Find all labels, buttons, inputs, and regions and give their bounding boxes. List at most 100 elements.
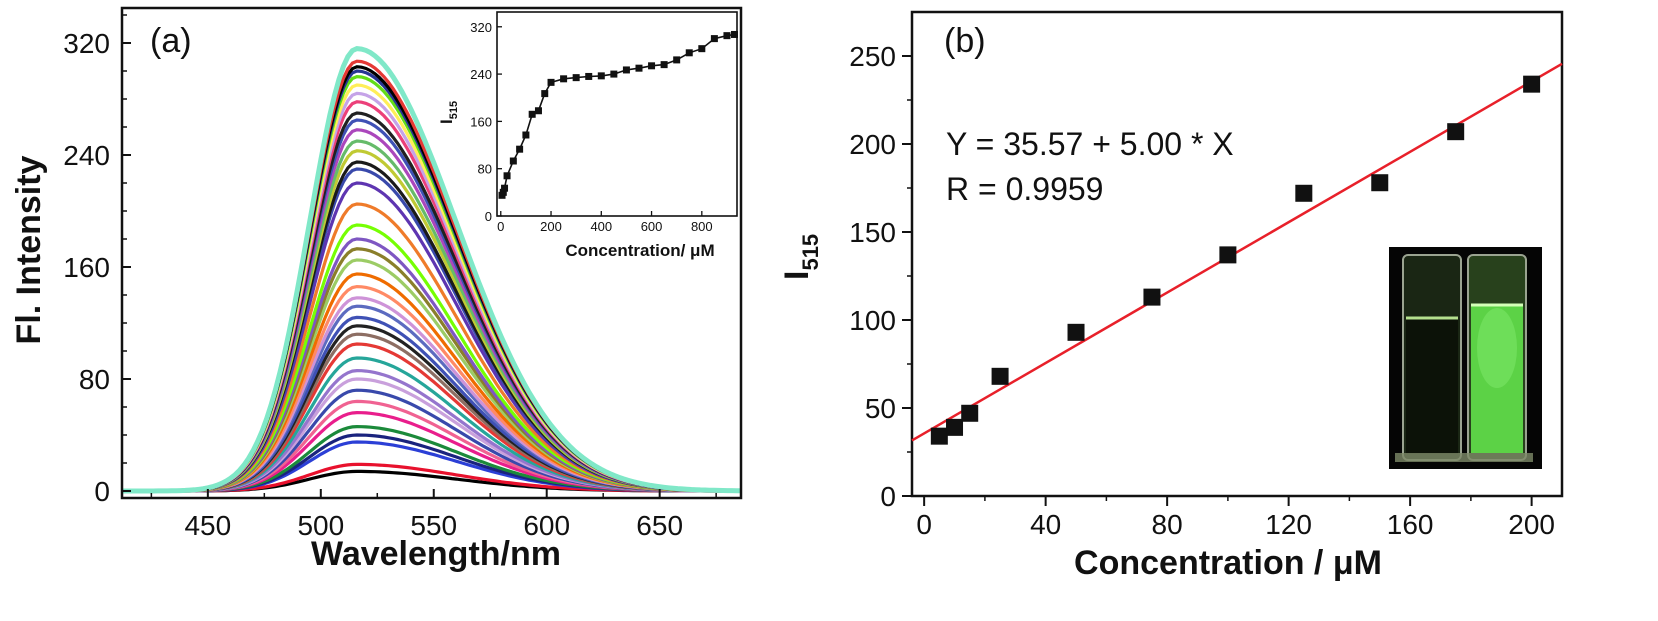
cuvette-photo bbox=[1389, 247, 1542, 469]
panel-b-y-tick-label: 200 bbox=[849, 129, 896, 160]
inset-x-axis-title: Concentration/ μM bbox=[565, 241, 714, 260]
panel-b-x-tick-label: 200 bbox=[1508, 509, 1555, 540]
inset-y-title-sub: 515 bbox=[448, 101, 460, 119]
inset-line bbox=[501, 33, 735, 196]
inset-y-tick-label: 0 bbox=[485, 209, 492, 224]
panel-a-label: (a) bbox=[150, 22, 192, 60]
inset-marker bbox=[572, 74, 580, 82]
inset-marker bbox=[509, 157, 517, 165]
inset-x-tick-label: 800 bbox=[691, 219, 713, 234]
emission-curve-s5 bbox=[122, 424, 741, 493]
panel-b-frame bbox=[910, 10, 1564, 498]
inset-marker bbox=[516, 145, 524, 153]
panel-a: 450 500 550 600 650 0 80 160 240 320 (a) Waveleng… bbox=[10, 6, 743, 573]
inset-marker bbox=[501, 184, 509, 192]
panel-b-x-axis-title: Concentration / μM bbox=[1074, 544, 1382, 582]
panel-b-x-tick-label: 80 bbox=[1152, 509, 1183, 540]
panel-a-y-tick-label: 320 bbox=[63, 28, 110, 59]
inset-ticks: 0 200 400 600 800 0 80 160 240 320 bbox=[470, 20, 712, 234]
emission-curve-s40 bbox=[122, 46, 741, 494]
emission-curve-s36 bbox=[122, 74, 742, 493]
inset-marker bbox=[499, 188, 507, 196]
panel-b-label: (b) bbox=[944, 22, 986, 60]
inset-marker bbox=[673, 56, 681, 64]
panel-b-y-title-main: I bbox=[778, 271, 816, 280]
cuvette-right-highlight bbox=[1477, 308, 1517, 388]
fit-equation: Y = 35.57 + 5.00 * X bbox=[946, 126, 1234, 162]
svg-text:I515: I515 bbox=[778, 234, 823, 280]
emission-curve-s38 bbox=[122, 65, 742, 493]
inset-y-axis-title: I515 bbox=[437, 101, 460, 124]
panel-b-y-tick-label: 250 bbox=[849, 41, 896, 72]
scatter-marker bbox=[1523, 75, 1541, 93]
inset-marker bbox=[723, 32, 731, 40]
inset-marker bbox=[547, 78, 555, 86]
panel-a-x-tick-label: 450 bbox=[184, 510, 231, 541]
panel-a-y-tick-label: 0 bbox=[94, 476, 110, 507]
panel-b-x-tick-label: 40 bbox=[1030, 509, 1061, 540]
panel-b-y-title-sub: 515 bbox=[798, 234, 823, 271]
inset-marker bbox=[522, 131, 530, 139]
inset-marker bbox=[610, 70, 618, 78]
scatter-marker bbox=[1295, 184, 1313, 202]
inset-marker bbox=[698, 45, 706, 53]
panel-a-y-tick-label: 80 bbox=[79, 364, 110, 395]
inset-marker bbox=[585, 72, 593, 80]
scatter-marker bbox=[1067, 323, 1085, 341]
scatter-marker bbox=[1143, 288, 1161, 306]
svg-text:I515: I515 bbox=[437, 101, 460, 124]
scatter-marker bbox=[1447, 123, 1465, 141]
scatter-marker bbox=[991, 367, 1009, 385]
inset-marker bbox=[730, 30, 738, 38]
emission-curve-s9 bbox=[122, 377, 741, 493]
inset-x-tick-label: 600 bbox=[641, 219, 663, 234]
fit-r-value: R = 0.9959 bbox=[946, 171, 1103, 207]
scatter-marker bbox=[1219, 246, 1237, 264]
panel-b-x-tick-label: 0 bbox=[916, 509, 932, 540]
inset-marker bbox=[635, 64, 643, 72]
scatter-marker bbox=[930, 427, 948, 445]
inset-marker bbox=[622, 66, 630, 74]
panel-b: 0 40 80 120 160 200 0 50 100 150 200 250 (b) Y = 35… bbox=[778, 10, 1564, 582]
inset-x-tick-label: 0 bbox=[497, 219, 504, 234]
inset-marker bbox=[534, 107, 542, 115]
scatter-marker bbox=[1371, 174, 1389, 192]
inset-y-tick-label: 80 bbox=[478, 162, 492, 177]
panel-b-y-tick-label: 100 bbox=[849, 305, 896, 336]
inset-frame bbox=[496, 11, 738, 217]
inset-y-title-main: I bbox=[437, 119, 456, 124]
emission-curve-s28 bbox=[122, 149, 741, 493]
inset-marker bbox=[528, 110, 536, 118]
scatter-marker bbox=[946, 418, 964, 436]
inset-marker bbox=[541, 90, 549, 98]
inset-marker bbox=[560, 75, 568, 83]
panel-a-x-tick-label: 550 bbox=[410, 510, 457, 541]
scatter-markers bbox=[930, 75, 1541, 445]
panel-b-y-tick-label: 50 bbox=[865, 393, 896, 424]
panel-b-y-axis-title: I515 bbox=[778, 234, 823, 280]
panel-b-y-tick-label: 150 bbox=[849, 217, 896, 248]
panel-a-y-axis-title: Fl. Intensity bbox=[10, 155, 48, 344]
panel-a-x-tick-label: 650 bbox=[636, 510, 683, 541]
photo-bench bbox=[1395, 453, 1533, 462]
inset-y-tick-label: 240 bbox=[470, 67, 492, 82]
inset-marker bbox=[597, 72, 605, 80]
inset-y-tick-label: 320 bbox=[470, 20, 492, 35]
panel-a-x-axis-title: Wavelength/nm bbox=[311, 535, 561, 573]
emission-curve-s20 bbox=[122, 258, 742, 493]
inset-marker bbox=[648, 62, 656, 70]
inset-marker bbox=[660, 61, 668, 69]
panel-b-x-tick-label: 120 bbox=[1265, 509, 1312, 540]
panel-a-x-tick-label: 600 bbox=[523, 510, 570, 541]
inset-marker bbox=[503, 172, 511, 180]
inset-x-tick-label: 200 bbox=[540, 219, 562, 234]
panel-a-x-tick-label: 500 bbox=[297, 510, 344, 541]
panel-a-y-tick-label: 160 bbox=[63, 252, 110, 283]
panel-b-x-tick-label: 160 bbox=[1387, 509, 1434, 540]
cuvette-left-solution bbox=[1406, 318, 1458, 454]
panel-b-ticks: 0 40 80 120 160 200 0 50 100 150 200 250 bbox=[849, 41, 1555, 540]
inset-marker bbox=[710, 35, 718, 43]
panel-b-y-tick-label: 0 bbox=[880, 481, 896, 512]
